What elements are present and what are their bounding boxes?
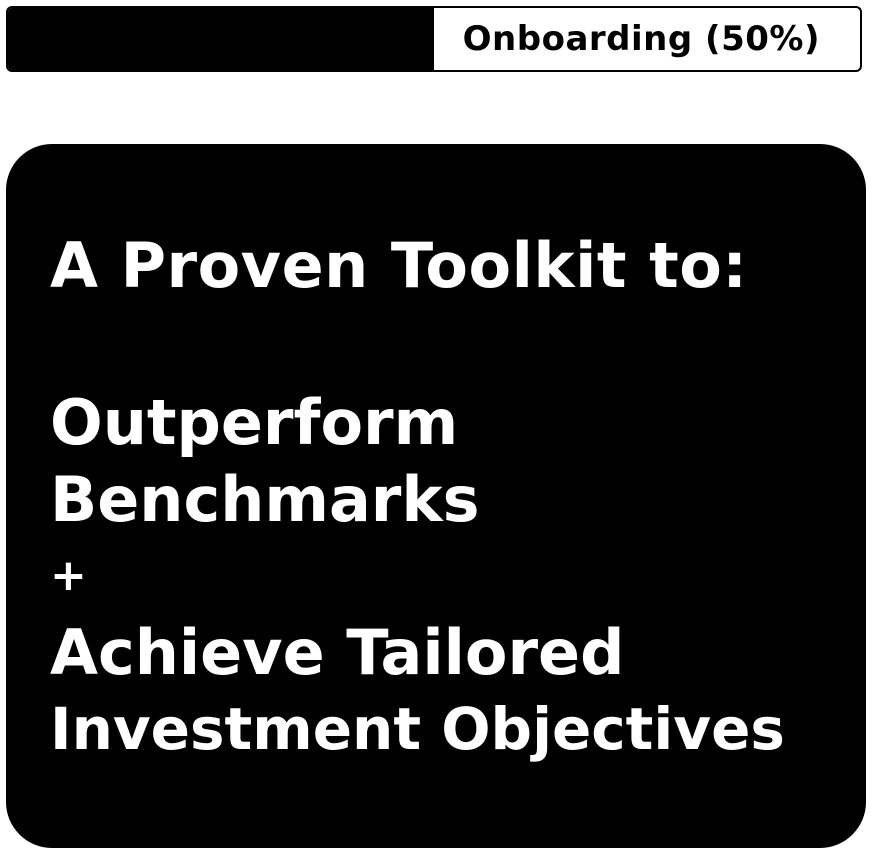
- hero-spacer: [50, 304, 866, 384]
- hero-card: A Proven Toolkit to: Outperform Benchmar…: [6, 144, 866, 848]
- hero-line-investment: Investment Objectives: [50, 695, 785, 763]
- hero-line-achieve: Achieve Tailored: [50, 616, 625, 689]
- progress-fill: [8, 8, 434, 70]
- hero-line-benchmarks: Benchmarks: [50, 463, 480, 536]
- hero-plus-sign: +: [50, 550, 87, 601]
- progress-label: Onboarding (50%): [462, 19, 820, 59]
- onboarding-progress-bar: Onboarding (50%): [6, 6, 862, 72]
- hero-heading: A Proven Toolkit to:: [50, 229, 748, 302]
- hero-line-outperform: Outperform: [50, 386, 459, 459]
